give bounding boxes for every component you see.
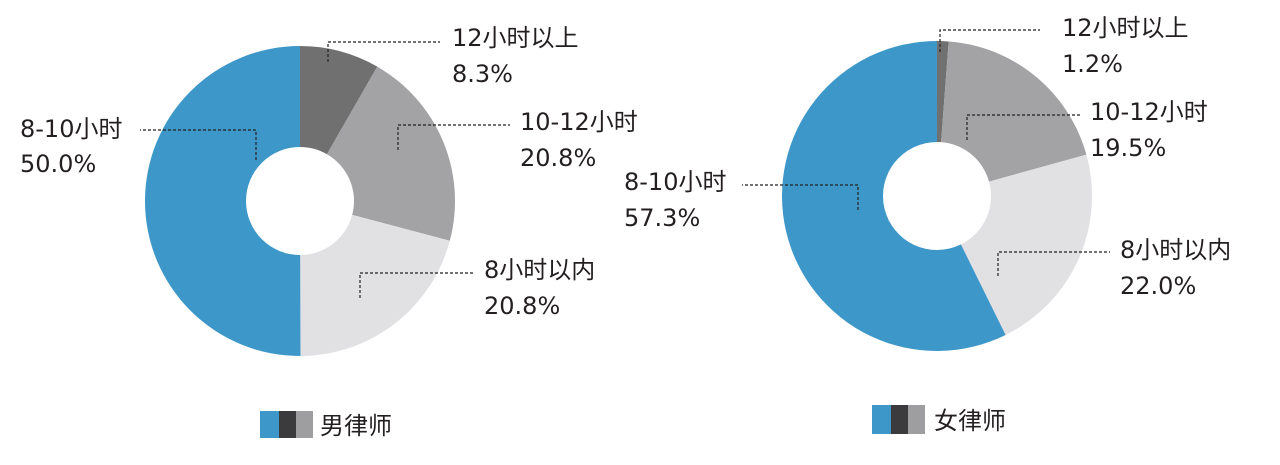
value-male-12plus: 8.3% [452,60,513,88]
label-female-12plus: 12小时以上 [1062,14,1189,42]
slice-female-12plus [937,41,949,143]
leader-female-12plus [939,29,1040,52]
slices-female [782,41,1092,352]
leader-female-8-10 [742,184,859,210]
label-male-12plus: 12小时以上 [452,24,579,52]
legend-label-female: 女律师 [934,407,1006,435]
legend-swatch-female-2 [908,405,925,434]
leader-female-8minus [997,251,1110,276]
value-male-8-10: 50.0% [20,150,96,178]
label-female-8minus: 8小时以内 [1120,236,1231,264]
slice-male-10-12 [326,66,455,241]
leader-male-8minus [359,272,475,298]
chart-female: 12小时以上 1.2% 10-12小时 19.5% 8小时以内 22.0% 8-… [624,14,1231,435]
label-female-10-12: 10-12小时 [1090,98,1208,126]
slice-male-12plus [300,46,378,155]
legend-male: 男律师 [260,411,392,440]
leader-male-10-12 [397,124,510,150]
label-female-8-10: 8-10小时 [624,168,726,196]
value-female-10-12: 19.5% [1090,134,1166,162]
leader-male-8-10 [140,129,257,160]
value-female-8-10: 57.3% [624,204,700,232]
slice-female-8minus [960,154,1092,335]
legend-swatch-male-1 [279,411,296,438]
chart-male: 12小时以上 8.3% 10-12小时 20.8% 8小时以内 20.8% 8-… [20,24,638,440]
legend-swatch-male-0 [260,411,279,438]
legend-swatch-female-1 [891,405,908,434]
legend-swatch-female-0 [872,405,891,434]
label-male-10-12: 10-12小时 [520,108,638,136]
slice-male-8-10 [144,46,301,357]
value-male-8minus: 20.8% [484,292,560,320]
slice-female-10-12 [941,41,1087,182]
legend-label-male: 男律师 [320,412,392,440]
leader-male-12plus [327,41,440,62]
slices-male [144,46,455,357]
slice-male-8minus [300,214,450,356]
value-male-10-12: 20.8% [520,144,596,172]
legend-swatch-male-2 [296,411,313,438]
leader-female-10-12 [966,114,1080,140]
value-female-12plus: 1.2% [1062,50,1123,78]
slice-female-8-10 [782,41,1006,352]
legend-female: 女律师 [872,405,1006,435]
label-male-8-10: 8-10小时 [20,115,122,143]
value-female-8minus: 22.0% [1120,272,1196,300]
label-male-8minus: 8小时以内 [484,256,595,284]
